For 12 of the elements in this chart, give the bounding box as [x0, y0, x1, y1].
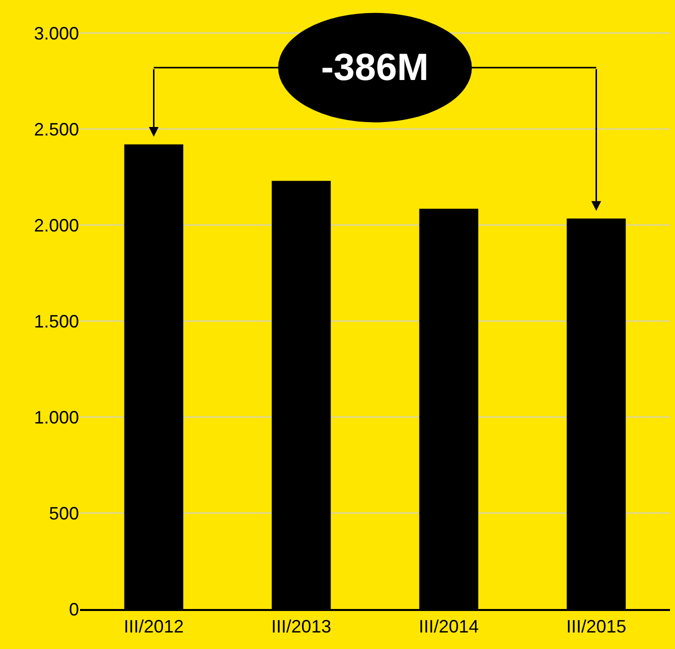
y-tick-label: 3.000: [34, 23, 79, 44]
y-tick-label: 2.500: [34, 119, 79, 140]
y-tick-label: 1.500: [34, 311, 79, 332]
y-tick-label: 500: [48, 503, 79, 524]
x-tick-label: III/2014: [418, 616, 479, 636]
x-tick-label: III/2012: [124, 616, 184, 636]
y-tick-label: 0: [68, 599, 79, 620]
x-tick-label: III/2015: [566, 616, 626, 636]
x-tick-label: III/2013: [271, 616, 332, 636]
y-tick-label: 1.000: [34, 407, 79, 428]
y-tick-label: 2.000: [34, 215, 79, 236]
annotation: -386M: [321, 47, 429, 89]
